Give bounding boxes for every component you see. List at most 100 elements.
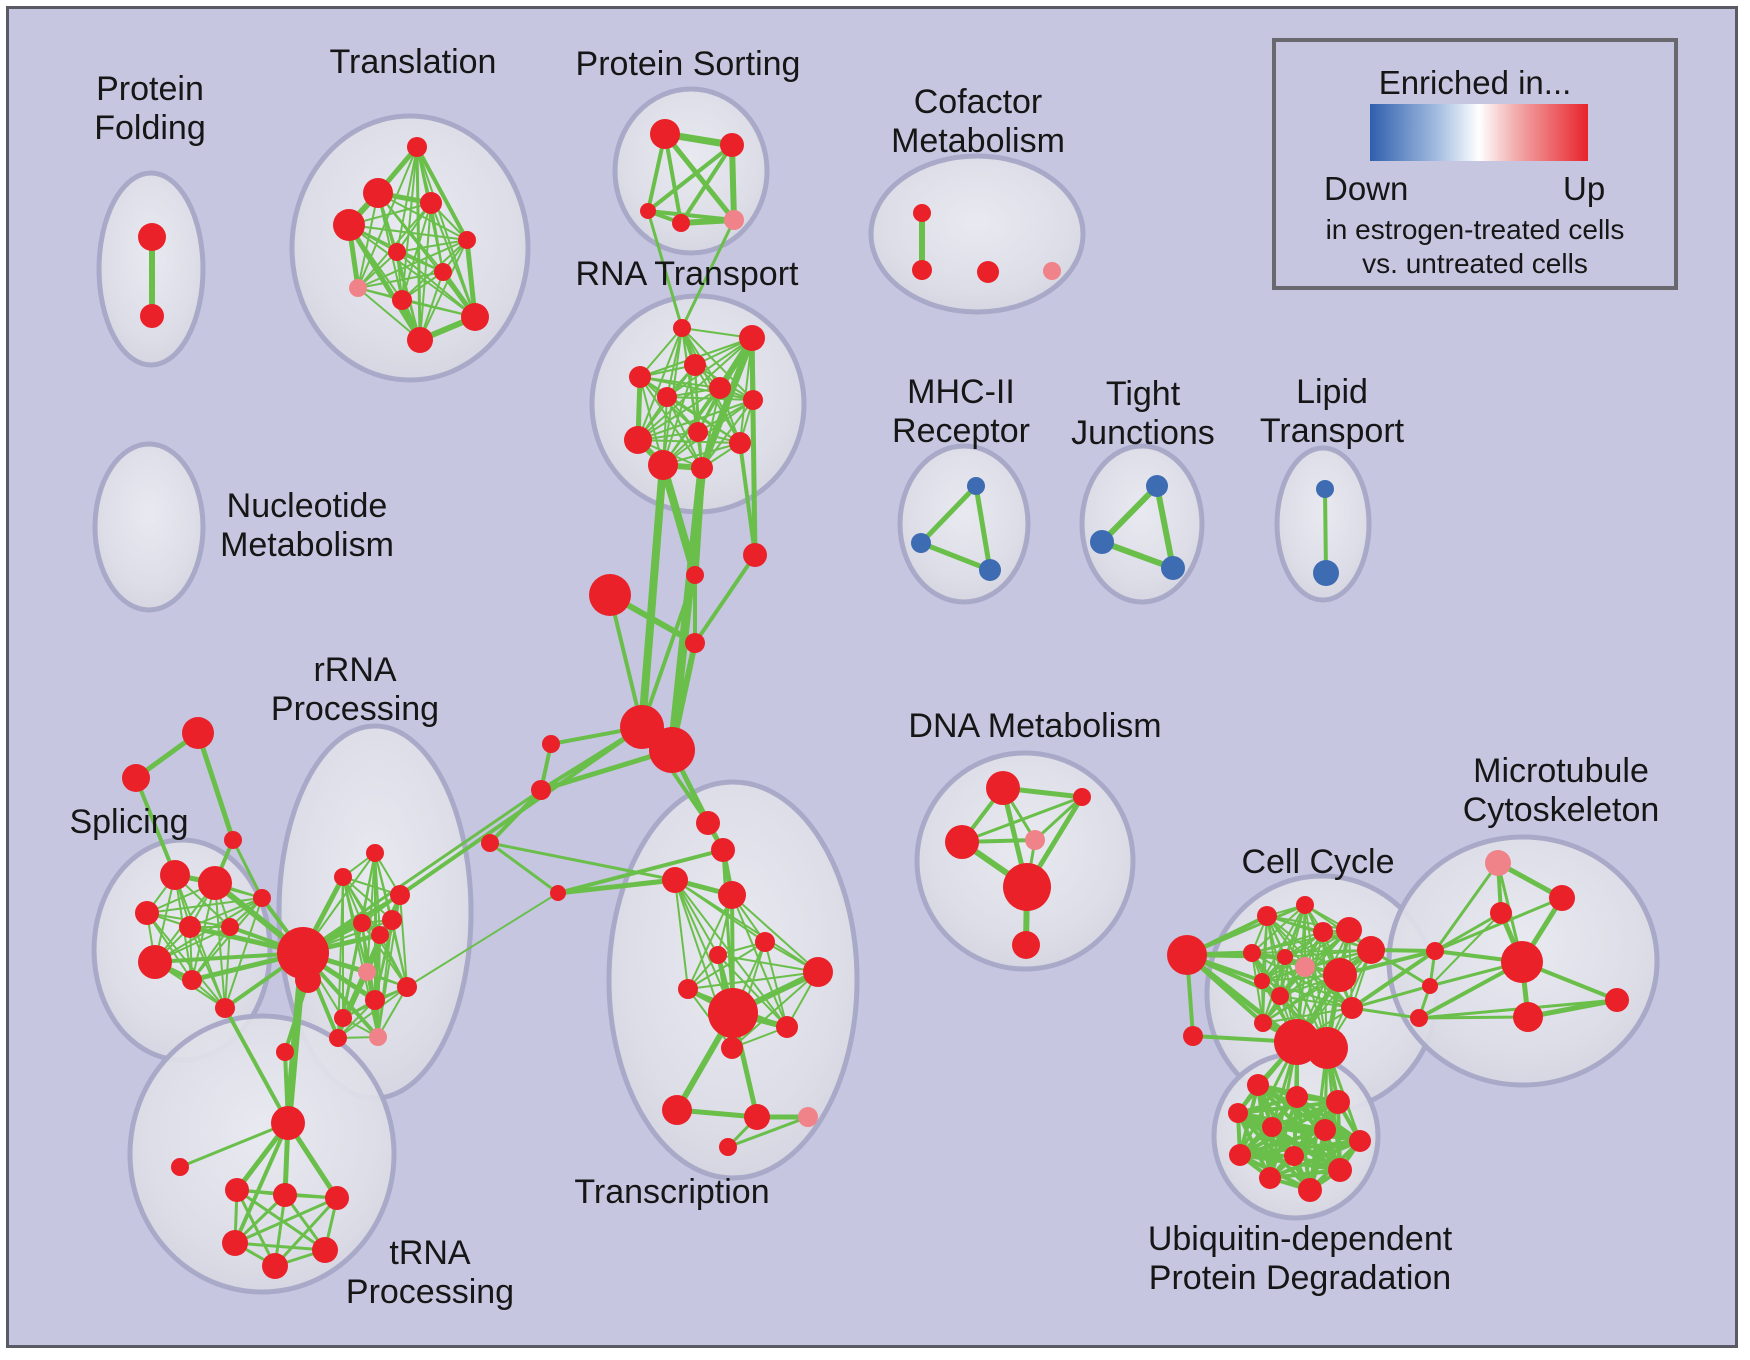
cluster-label-transcription: Transcription xyxy=(574,1173,769,1211)
network-edge xyxy=(146,897,263,914)
network-node-up xyxy=(160,860,190,890)
network-node-up xyxy=(1328,1158,1352,1182)
network-node-up xyxy=(1501,941,1543,983)
network-edge xyxy=(1186,903,1306,957)
network-edge xyxy=(637,327,683,441)
network-edge xyxy=(557,877,676,896)
network-edge xyxy=(1251,949,1372,954)
network-node-up xyxy=(1257,906,1277,926)
network-edge xyxy=(1100,539,1175,571)
network-edge xyxy=(638,464,667,728)
network-edge xyxy=(223,1007,290,1124)
network-edge xyxy=(134,777,177,876)
network-node-down xyxy=(1146,475,1168,497)
network-node-up xyxy=(640,203,656,219)
network-node-up xyxy=(688,422,708,442)
network-edge xyxy=(1185,953,1299,1044)
network-edge xyxy=(374,919,393,1001)
network-edge xyxy=(701,399,754,469)
network-edge xyxy=(430,202,444,273)
cluster-ellipse-lipid-transport xyxy=(1274,445,1372,603)
network-edge xyxy=(721,849,735,1014)
network-node-up xyxy=(179,916,201,938)
network-edge xyxy=(302,788,542,955)
legend-up-label: Up xyxy=(1563,170,1606,207)
network-edge xyxy=(674,879,689,990)
network-edge xyxy=(419,202,432,341)
network-edge xyxy=(342,876,379,1038)
network-edge xyxy=(1154,485,1176,569)
network-edge xyxy=(1284,949,1372,958)
network-node-up xyxy=(531,780,551,800)
network-edge xyxy=(738,442,757,556)
cluster-label-rna-transport: RNA Transport xyxy=(576,255,800,293)
network-node-up xyxy=(977,261,999,283)
network-node-up xyxy=(691,457,713,479)
cluster-label-mhc-ii-receptor: MHC-II xyxy=(907,373,1015,411)
network-node-up xyxy=(334,868,352,886)
network-node-up xyxy=(685,633,705,653)
network-node-up xyxy=(382,910,402,930)
network-node-up xyxy=(776,1016,798,1038)
network-edge xyxy=(608,594,644,728)
network-node-up xyxy=(720,133,744,157)
network-edge xyxy=(1527,997,1618,1020)
cluster-label-cofactor-metabolism: Cofactor xyxy=(914,83,1043,121)
network-node-up xyxy=(729,432,751,454)
network-node-up xyxy=(420,192,442,214)
network-edge xyxy=(1279,995,1353,1009)
network-edge xyxy=(1350,949,1437,1010)
network-node-up xyxy=(371,926,389,944)
network-node-up xyxy=(542,735,560,753)
network-edge xyxy=(729,144,737,221)
network-node-up xyxy=(1243,944,1261,962)
network-node-up-light xyxy=(369,1028,387,1046)
network-node-up xyxy=(1286,1086,1308,1108)
network-edge xyxy=(401,202,432,301)
network-edge xyxy=(662,399,754,466)
network-node-up xyxy=(1410,1009,1428,1027)
cluster-label-rrna-processing: Processing xyxy=(271,690,439,728)
network-node-up xyxy=(743,543,767,567)
network-edge xyxy=(727,1115,809,1149)
network-node-up xyxy=(198,866,232,900)
network-node-up xyxy=(225,1178,249,1202)
network-node-up xyxy=(140,304,164,328)
network-edge xyxy=(681,327,754,401)
network-edge xyxy=(231,839,264,899)
network-edge xyxy=(234,1196,338,1245)
network-node-up xyxy=(650,119,680,149)
network-node-up xyxy=(629,366,651,388)
network-node-up xyxy=(1314,1119,1336,1141)
network-node-up xyxy=(657,387,677,407)
network-node-up xyxy=(363,178,393,208)
cluster-label-cofactor-metabolism: Metabolism xyxy=(891,122,1065,160)
network-node-up xyxy=(1298,1178,1322,1202)
network-node-up xyxy=(1323,958,1357,992)
network-edge xyxy=(396,251,476,318)
legend-down-label: Down xyxy=(1324,170,1409,207)
network-edge xyxy=(961,795,1083,844)
network-edge xyxy=(398,725,644,897)
network-edge xyxy=(235,1189,277,1267)
network-edge xyxy=(189,897,263,928)
network-edge xyxy=(687,941,766,990)
network-node-up xyxy=(138,223,166,251)
network-node-up xyxy=(276,1043,294,1061)
network-edge xyxy=(1433,862,1500,952)
network-edge xyxy=(1434,911,1502,953)
network-node-up xyxy=(1167,935,1207,975)
network-node-up xyxy=(390,885,410,905)
network-node-down xyxy=(979,559,1001,581)
network-node-up xyxy=(1341,997,1363,1019)
network-edge xyxy=(406,892,559,988)
network-node-up xyxy=(295,967,321,993)
network-edge xyxy=(273,1196,339,1268)
network-edge xyxy=(396,239,468,253)
network-edge xyxy=(1262,1007,1353,1024)
legend-box: Enriched in... Down Up in estrogen-treat… xyxy=(1272,38,1678,290)
network-edge xyxy=(1308,1047,1329,1191)
network-edge xyxy=(1251,929,1350,954)
network-node-up xyxy=(138,945,172,979)
network-edge xyxy=(637,387,721,441)
